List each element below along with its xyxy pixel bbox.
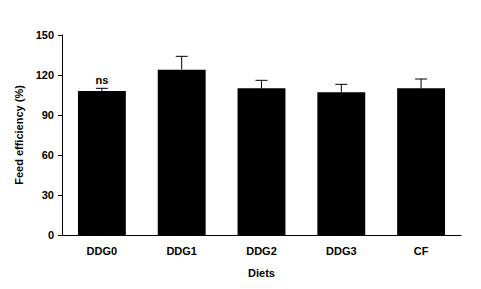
svg-text:DDG1: DDG1 xyxy=(166,245,197,257)
svg-text:0: 0 xyxy=(48,229,54,241)
svg-text:60: 60 xyxy=(42,149,54,161)
svg-text:DDG0: DDG0 xyxy=(87,245,118,257)
svg-text:Feed efficiency (%): Feed efficiency (%) xyxy=(13,85,25,185)
svg-text:ns: ns xyxy=(95,74,108,86)
svg-text:120: 120 xyxy=(36,69,54,81)
svg-text:90: 90 xyxy=(42,109,54,121)
svg-text:Diets: Diets xyxy=(248,267,275,279)
svg-text:150: 150 xyxy=(36,29,54,41)
svg-text:DDG2: DDG2 xyxy=(246,245,277,257)
svg-text:DDG3: DDG3 xyxy=(326,245,357,257)
svg-text:CF: CF xyxy=(414,245,429,257)
svg-text:30: 30 xyxy=(42,189,54,201)
